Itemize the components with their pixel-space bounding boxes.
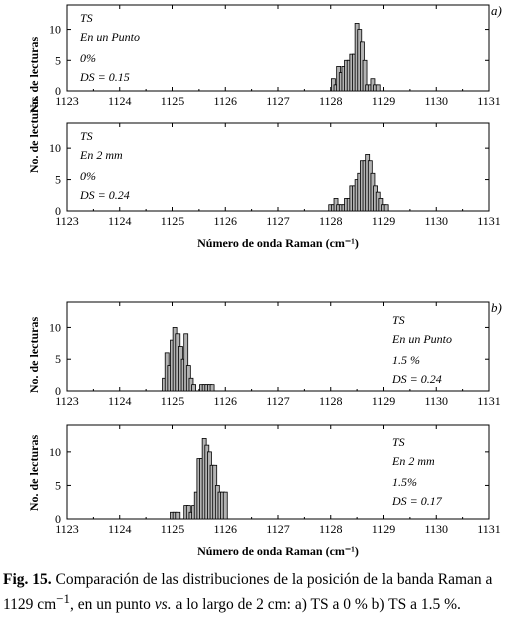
- caption-superscript: −1: [56, 591, 70, 606]
- x-tick-label: 1123: [55, 94, 79, 108]
- histogram-bar: [209, 384, 215, 392]
- x-tick-label: 1126: [213, 522, 237, 536]
- x-tick-label: 1126: [213, 94, 237, 108]
- x-tick-label: 1130: [424, 94, 448, 108]
- x-tick-label: 1129: [372, 394, 396, 408]
- caption-vs: vs.: [154, 596, 172, 614]
- x-axis-label: Número de onda Raman (cm⁻¹): [197, 544, 359, 558]
- figure-caption: Fig. 15. Comparación de las distribucion…: [3, 570, 525, 614]
- x-tick-label: 1127: [266, 214, 290, 228]
- x-tick-label: 1128: [319, 214, 343, 228]
- y-axis-label: No. de lecturas: [27, 97, 41, 174]
- x-tick-label: 1129: [372, 214, 396, 228]
- x-tick-label: 1130: [424, 394, 448, 408]
- x-tick-label: 1126: [213, 214, 237, 228]
- x-tick-label: 1124: [108, 94, 132, 108]
- x-tick-label: 1123: [55, 522, 79, 536]
- y-tick-label: 5: [55, 173, 61, 187]
- caption-text-1: Comparación de las distribuciones de la …: [3, 571, 493, 614]
- x-tick-label: 1129: [372, 94, 396, 108]
- annotation-line: 1.5 %: [392, 353, 420, 367]
- annotation-line: TS: [80, 11, 93, 25]
- histogram-bar: [375, 84, 381, 92]
- annotation-line: DS = 0.24: [391, 372, 442, 386]
- y-axis-label: No. de lecturas: [27, 37, 41, 114]
- histogram-bar: [191, 384, 197, 392]
- x-tick-label: 1128: [319, 394, 343, 408]
- x-tick-label: 1128: [319, 94, 343, 108]
- y-tick-label: 10: [49, 320, 61, 334]
- y-tick-label: 10: [49, 23, 61, 37]
- annotation-line: 0%: [80, 51, 96, 65]
- y-axis-label: No. de lecturas: [27, 317, 41, 394]
- x-tick-label: 1128: [319, 522, 343, 536]
- x-axis-label: Número de onda Raman (cm⁻¹): [197, 236, 359, 250]
- chart-panel-2: 1123 1124 1125 1126 1127 1128 1129 1130 1131 0 5 10…: [27, 97, 501, 250]
- annotation-line: DS = 0.24: [79, 188, 130, 202]
- annotation-line: TS: [392, 435, 405, 449]
- x-tick-label: 1123: [55, 214, 79, 228]
- panel-letter: a): [491, 3, 502, 18]
- annotation-line: DS = 0.17: [391, 494, 443, 508]
- x-tick-label: 1131: [477, 214, 501, 228]
- y-tick-label: 5: [55, 478, 61, 492]
- x-tick-label: 1130: [424, 214, 448, 228]
- x-tick-label: 1125: [161, 214, 185, 228]
- y-tick-label: 0: [55, 384, 61, 398]
- x-tick-label: 1125: [161, 522, 185, 536]
- histogram-bar: [175, 511, 181, 520]
- y-tick-label: 5: [55, 352, 61, 366]
- plot-frame: [66, 4, 490, 92]
- x-tick-label: 1130: [424, 522, 448, 536]
- histogram-bar: [362, 59, 368, 92]
- annotation-line: 1.5%: [392, 475, 417, 489]
- annotation-line: TS: [80, 129, 93, 143]
- y-tick-label: 0: [55, 84, 61, 98]
- x-tick-label: 1131: [477, 394, 501, 408]
- x-tick-label: 1124: [108, 522, 132, 536]
- annotation-line: En 2 mm: [79, 148, 123, 162]
- panel-letter: b): [491, 300, 502, 315]
- histogram-bar: [383, 204, 389, 212]
- annotation-line: DS = 0.15: [79, 70, 130, 84]
- y-tick-label: 10: [49, 141, 61, 155]
- chart-panel-3: 1123 1124 1125 1126 1127 1128 1129 1130 1131 0 5 10…: [27, 300, 502, 408]
- x-tick-label: 1125: [161, 394, 185, 408]
- y-tick-label: 10: [49, 445, 61, 459]
- caption-figure-label: Fig. 15.: [3, 571, 52, 588]
- x-tick-label: 1124: [108, 214, 132, 228]
- figure-15: 1123 1124 1125 1126 1127 1128 1129 1130 1131 0 5 10…: [27, 3, 502, 558]
- y-tick-label: 0: [55, 512, 61, 526]
- histogram-bar: [222, 491, 228, 520]
- chart-panel-4: 1123 1124 1125 1126 1127 1128 1129 1130 1131 0 5 10…: [27, 424, 501, 558]
- x-tick-label: 1131: [477, 94, 501, 108]
- y-tick-label: 0: [55, 204, 61, 218]
- y-tick-label: 5: [55, 53, 61, 67]
- histogram-bar: [183, 333, 189, 392]
- chart-panel-1: 1123 1124 1125 1126 1127 1128 1129 1130 1131 0 5 10…: [27, 3, 502, 113]
- x-tick-label: 1127: [266, 522, 290, 536]
- annotation-line: 0%: [80, 169, 96, 183]
- x-tick-label: 1127: [266, 94, 290, 108]
- x-tick-label: 1127: [266, 394, 290, 408]
- x-tick-label: 1123: [55, 394, 79, 408]
- x-tick-label: 1125: [161, 94, 185, 108]
- x-tick-label: 1126: [213, 394, 237, 408]
- caption-text-2: , en un punto: [69, 596, 155, 614]
- annotation-line: En un Punto: [391, 332, 452, 346]
- caption-text-3: a lo largo de 2 cm: a) TS a 0 % b) TS a …: [171, 596, 461, 614]
- annotation-line: TS: [392, 313, 405, 327]
- plot-frame: [66, 122, 490, 212]
- x-tick-label: 1131: [477, 522, 501, 536]
- x-tick-label: 1129: [372, 522, 396, 536]
- y-axis-label: No. de lecturas: [27, 435, 41, 512]
- annotation-line: En un Punto: [79, 30, 140, 44]
- x-tick-label: 1124: [108, 394, 132, 408]
- annotation-line: En 2 mm: [391, 454, 435, 468]
